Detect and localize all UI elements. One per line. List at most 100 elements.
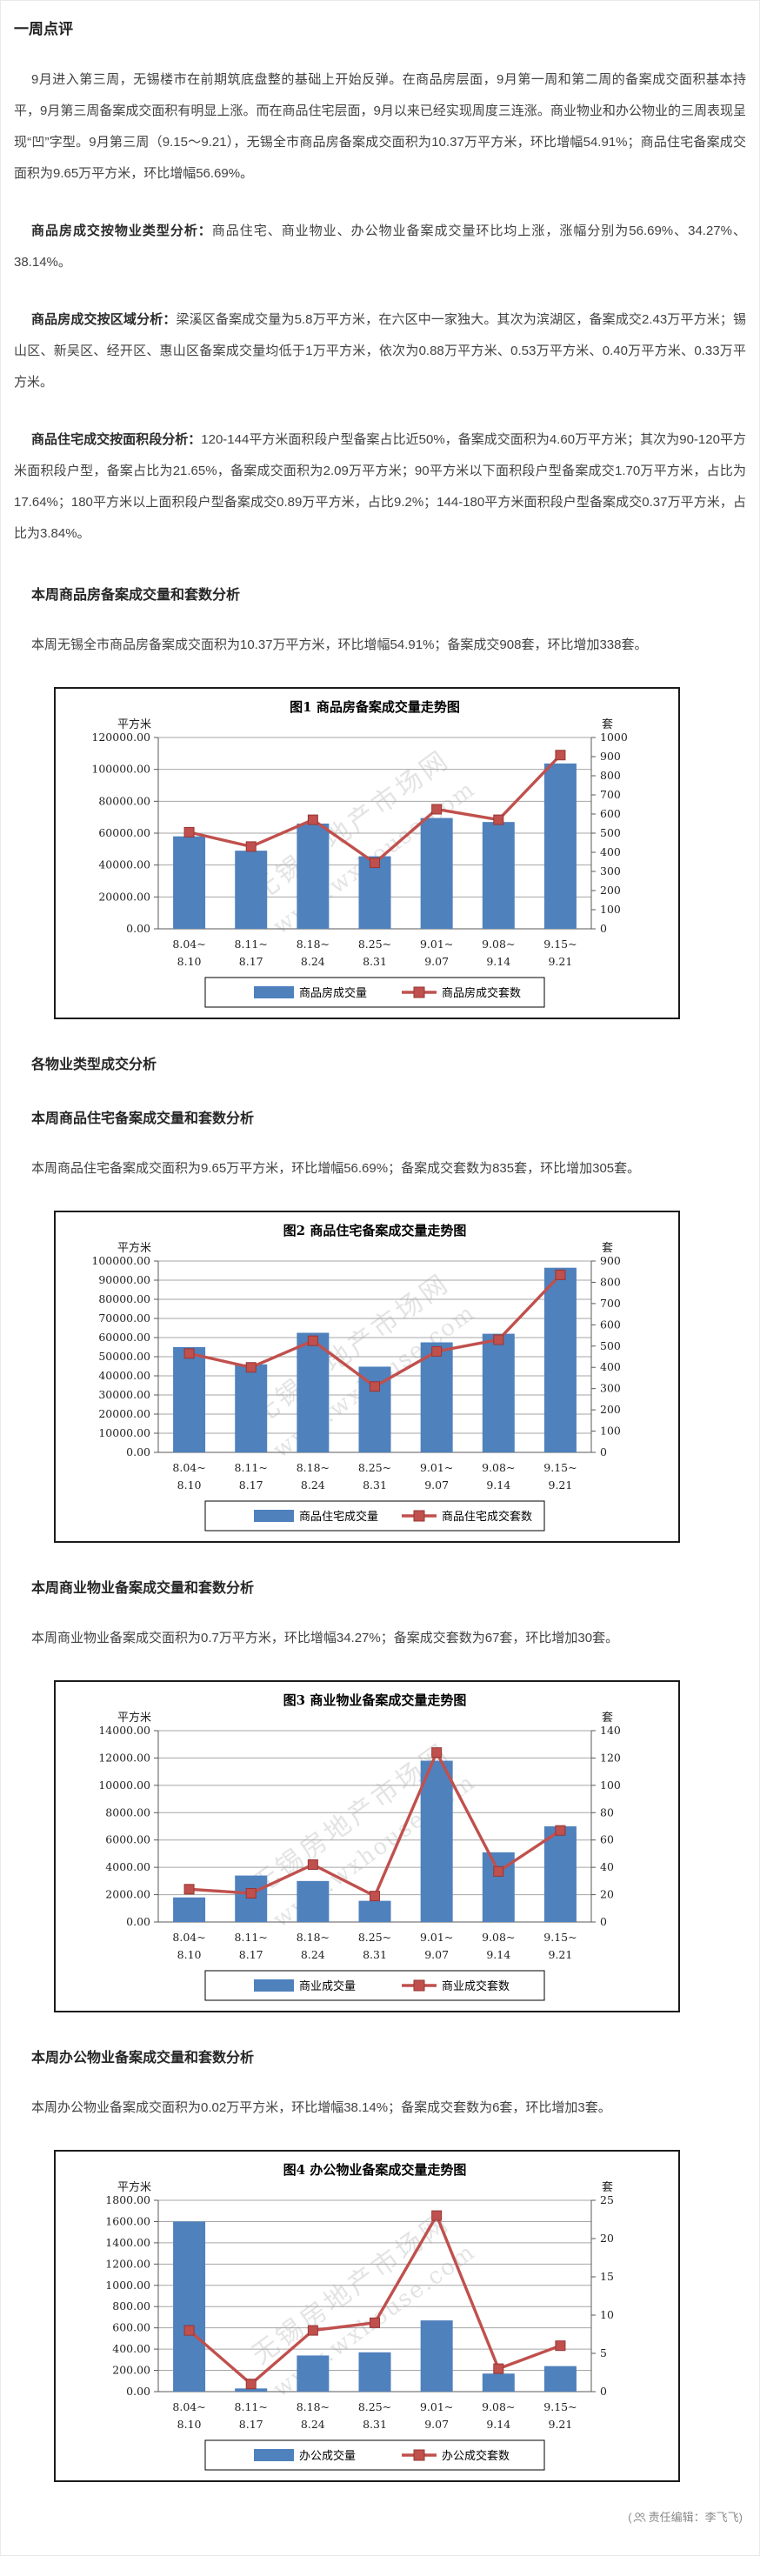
svg-text:700: 700: [600, 788, 621, 801]
svg-text:1800.00: 1800.00: [105, 2193, 150, 2206]
svg-text:10000.00: 10000.00: [98, 1779, 150, 1792]
svg-text:8.17: 8.17: [239, 1478, 263, 1492]
svg-text:800: 800: [600, 769, 621, 782]
svg-text:8.04~: 8.04~: [172, 1461, 205, 1474]
svg-text:500: 500: [600, 1339, 621, 1352]
svg-text:90000.00: 90000.00: [98, 1273, 150, 1286]
svg-text:9.14: 9.14: [486, 1948, 510, 1961]
svg-text:0.00: 0.00: [126, 1445, 150, 1458]
svg-text:8.11~: 8.11~: [235, 1931, 268, 1944]
svg-text:8.25~: 8.25~: [358, 2400, 391, 2413]
svg-text:900: 900: [600, 1254, 621, 1267]
svg-text:0.00: 0.00: [126, 922, 150, 935]
svg-text:8.18~: 8.18~: [297, 2400, 330, 2413]
svg-text:400: 400: [600, 1360, 621, 1373]
svg-text:9.07: 9.07: [424, 1948, 449, 1961]
svg-text:套: 套: [602, 2180, 613, 2194]
paragraph-intro: 9月进入第三周，无锡楼市在前期筑底盘整的基础上开始反弹。在商品房层面，9月第一周…: [14, 72, 746, 181]
svg-text:600.00: 600.00: [112, 2321, 150, 2334]
editor-credit-open: (: [628, 2511, 632, 2524]
svg-text:套: 套: [602, 1241, 613, 1255]
svg-text:20000.00: 20000.00: [98, 1407, 150, 1420]
svg-text:80: 80: [600, 1805, 614, 1819]
chart-figure-4: 无锡房地产市场网 www.wxhouse.com 图4 办公物业备案成交量走势图 平方…: [54, 2150, 680, 2482]
svg-text:0: 0: [600, 1915, 607, 1928]
svg-text:商品住宅成交套数: 商品住宅成交套数: [442, 1510, 532, 1524]
svg-text:9.08~: 9.08~: [482, 938, 515, 951]
paragraph-house-week: 本周无锡全市商品房备案成交面积为10.37万平方米，环比增幅54.91%；备案成…: [31, 637, 648, 652]
paragraph-lead: 商品房成交按物业类型分析：: [31, 224, 212, 238]
svg-text:900: 900: [600, 750, 621, 763]
svg-text:套: 套: [602, 1711, 613, 1725]
svg-text:商品房成交套数: 商品房成交套数: [442, 986, 521, 1000]
svg-text:20: 20: [600, 1888, 614, 1901]
svg-text:平方米: 平方米: [117, 2180, 151, 2194]
svg-text:办公成交量: 办公成交量: [299, 2449, 356, 2463]
editor-credit: (责任编辑：李飞飞): [14, 2508, 746, 2526]
svg-text:8.11~: 8.11~: [235, 938, 268, 951]
section-heading-residential-week: 本周商品住宅备案成交量和套数分析: [31, 1111, 255, 1126]
svg-text:8.17: 8.17: [239, 955, 263, 968]
svg-text:8.31: 8.31: [363, 1478, 387, 1492]
svg-text:200: 200: [600, 884, 621, 897]
svg-text:8.17: 8.17: [239, 1948, 263, 1961]
svg-text:40000.00: 40000.00: [98, 858, 150, 871]
svg-text:8.24: 8.24: [301, 1948, 325, 1961]
svg-text:0.00: 0.00: [126, 2385, 150, 2398]
svg-text:700: 700: [600, 1297, 621, 1310]
svg-text:8.17: 8.17: [239, 2418, 263, 2431]
svg-text:100000.00: 100000.00: [91, 1254, 150, 1267]
svg-text:1600.00: 1600.00: [105, 2214, 150, 2227]
svg-text:60000.00: 60000.00: [98, 1331, 150, 1344]
svg-text:500: 500: [600, 826, 621, 839]
svg-text:9.15~: 9.15~: [543, 1461, 577, 1474]
svg-text:10: 10: [600, 2308, 614, 2321]
svg-text:9.01~: 9.01~: [420, 1931, 453, 1944]
svg-text:400: 400: [600, 845, 621, 858]
svg-text:100: 100: [600, 903, 621, 916]
svg-text:8.25~: 8.25~: [358, 1461, 391, 1474]
svg-text:套: 套: [602, 717, 613, 731]
svg-text:800.00: 800.00: [112, 2299, 150, 2312]
svg-text:9.14: 9.14: [486, 955, 510, 968]
svg-text:8.04~: 8.04~: [172, 938, 205, 951]
svg-text:8.18~: 8.18~: [297, 1461, 330, 1474]
svg-text:图1 商品房备案成交量走势图: 图1 商品房备案成交量走势图: [290, 699, 460, 715]
svg-text:12000.00: 12000.00: [98, 1751, 150, 1764]
svg-text:9.07: 9.07: [424, 2418, 449, 2431]
svg-text:办公成交套数: 办公成交套数: [442, 2449, 510, 2463]
svg-text:0: 0: [600, 2385, 607, 2398]
svg-text:图2 商品住宅备案成交量走势图: 图2 商品住宅备案成交量走势图: [283, 1223, 467, 1238]
svg-text:8.10: 8.10: [177, 2418, 202, 2431]
svg-text:8.11~: 8.11~: [235, 2400, 268, 2413]
svg-text:0: 0: [600, 922, 607, 935]
svg-text:9.21: 9.21: [549, 1478, 573, 1492]
svg-text:4000.00: 4000.00: [105, 1860, 150, 1873]
paragraph-property-type-analysis: 商品房成交按物业类型分析：商品住宅、商业物业、办公物业备案成交量环比均上涨，涨幅…: [14, 216, 746, 278]
svg-text:120000.00: 120000.00: [91, 731, 150, 744]
editor-icon: [633, 2512, 646, 2526]
svg-text:600: 600: [600, 807, 621, 820]
svg-text:平方米: 平方米: [117, 717, 151, 731]
svg-text:8.18~: 8.18~: [297, 938, 330, 951]
svg-text:50000.00: 50000.00: [98, 1350, 150, 1363]
svg-text:100: 100: [600, 1425, 621, 1438]
svg-text:8.10: 8.10: [177, 955, 202, 968]
paragraph-region-analysis: 商品房成交按区域分析：梁溪区备案成交量为5.8万平方米，在六区中一家独大。其次为…: [14, 304, 746, 398]
paragraph-residential-week: 本周商品住宅备案成交面积为9.65万平方米，环比增幅56.69%；备案成交套数为…: [31, 1161, 641, 1176]
svg-text:9.08~: 9.08~: [482, 1931, 515, 1944]
svg-text:1000.00: 1000.00: [105, 2279, 150, 2292]
svg-text:1400.00: 1400.00: [105, 2236, 150, 2249]
svg-text:10000.00: 10000.00: [98, 1426, 150, 1439]
svg-text:8.25~: 8.25~: [358, 1931, 391, 1944]
svg-text:20: 20: [600, 2232, 614, 2245]
svg-text:9.15~: 9.15~: [543, 1931, 577, 1944]
svg-text:9.14: 9.14: [486, 2418, 510, 2431]
svg-text:商品住宅成交量: 商品住宅成交量: [299, 1510, 378, 1524]
editor-credit-label: 责任编辑：李飞飞: [648, 2511, 739, 2524]
